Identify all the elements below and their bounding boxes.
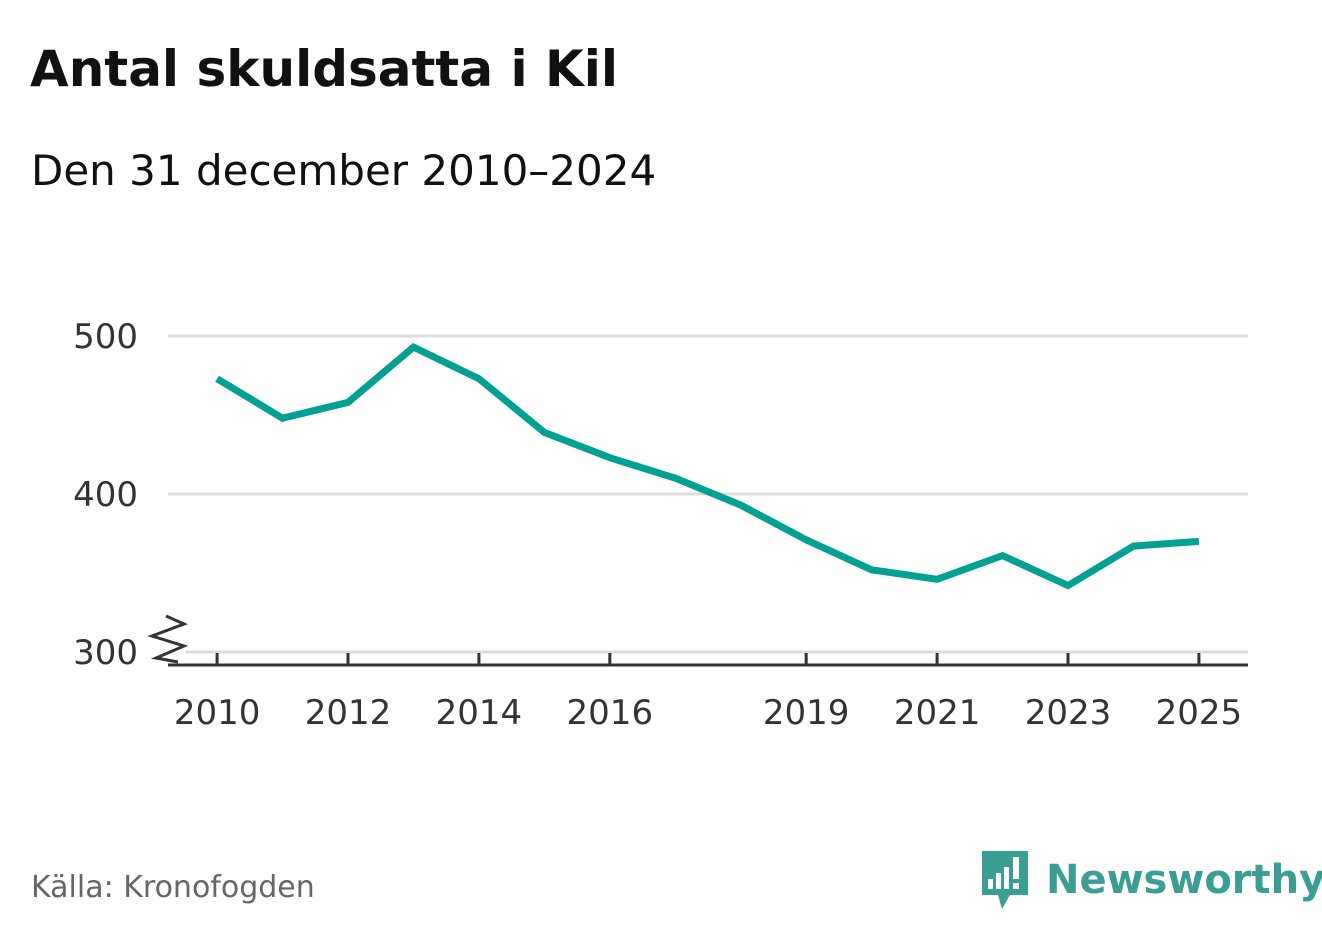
series-line-0 xyxy=(215,342,1200,590)
chart-subtitle: Den 31 december 2010–2024 xyxy=(31,146,657,195)
x-axis: 2010 2012 2014 2016 2019 2021 2023 2025 xyxy=(168,653,1248,733)
x-tick-label-2023: 2023 xyxy=(1025,693,1112,733)
y-axis-ticks: 300 400 500 xyxy=(73,317,138,673)
brand-name: Newsworthy xyxy=(1046,857,1322,903)
y-tick-label-500: 500 xyxy=(73,317,138,357)
axis-break-icon xyxy=(147,612,189,664)
chart-title: Antal skuldsatta i Kil xyxy=(30,40,619,98)
x-tick-label-2012: 2012 xyxy=(305,693,392,733)
x-tick-label-2019: 2019 xyxy=(763,693,850,733)
y-tick-label-400: 400 xyxy=(73,475,138,515)
x-tick-label-2016: 2016 xyxy=(567,693,654,733)
y-tick-label-300: 300 xyxy=(73,633,138,673)
source-note: Källa: Kronofogden xyxy=(31,870,315,905)
x-tick-label-2014: 2014 xyxy=(436,693,523,733)
series-group xyxy=(215,342,1200,590)
x-tick-label-2025: 2025 xyxy=(1156,693,1243,733)
brand-logo: Newsworthy xyxy=(980,848,1322,912)
x-tick-label-2021: 2021 xyxy=(894,693,981,733)
x-tick-label-2010: 2010 xyxy=(174,693,261,733)
newsworthy-logo-icon xyxy=(982,851,1028,909)
axis-break-zigzag xyxy=(147,614,189,664)
